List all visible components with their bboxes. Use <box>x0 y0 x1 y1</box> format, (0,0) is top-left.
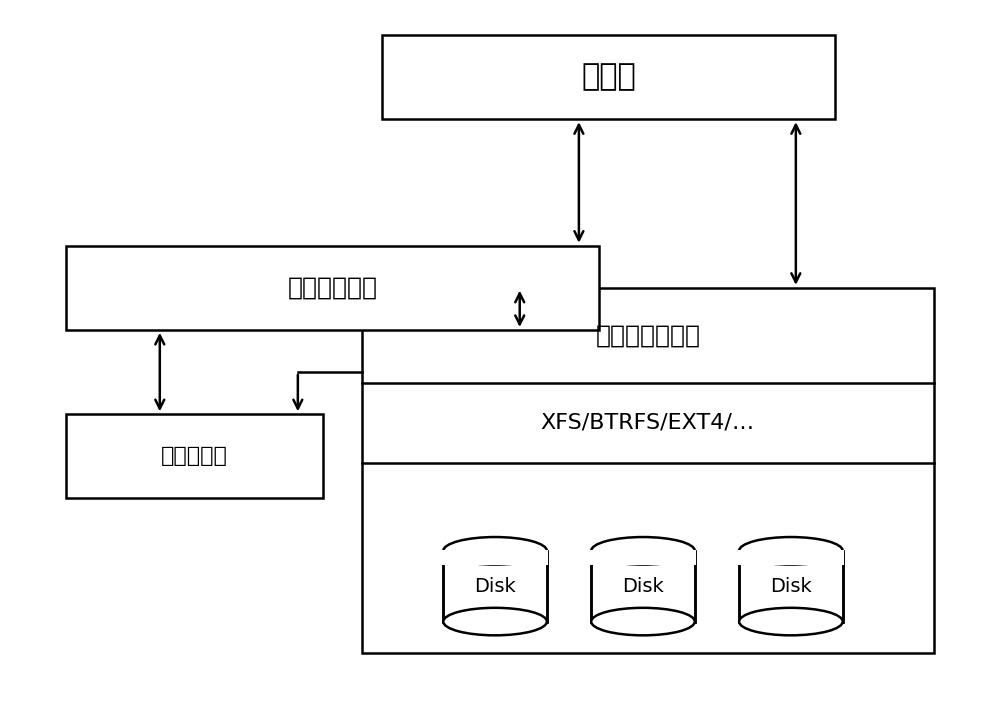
Ellipse shape <box>443 537 547 564</box>
Ellipse shape <box>443 608 547 635</box>
FancyArrowPatch shape <box>791 125 800 282</box>
FancyArrowPatch shape <box>515 294 524 324</box>
Text: XFS/BTRFS/EXT4/…: XFS/BTRFS/EXT4/… <box>541 413 755 433</box>
Text: 对象存储服务器: 对象存储服务器 <box>595 323 700 347</box>
Text: Disk: Disk <box>622 576 664 596</box>
Ellipse shape <box>591 537 695 564</box>
Text: Disk: Disk <box>474 576 516 596</box>
Bar <box>66 414 322 498</box>
Bar <box>442 550 548 564</box>
Bar <box>590 550 696 564</box>
Bar <box>739 551 843 621</box>
Bar <box>362 288 934 653</box>
FancyArrowPatch shape <box>155 336 164 409</box>
Bar <box>443 551 547 621</box>
FancyArrowPatch shape <box>574 125 583 240</box>
Ellipse shape <box>739 537 843 564</box>
Text: 元数据服务器: 元数据服务器 <box>287 276 377 300</box>
FancyArrowPatch shape <box>293 374 302 409</box>
Bar <box>66 246 599 330</box>
Ellipse shape <box>739 608 843 635</box>
Bar <box>382 35 835 120</box>
Text: Disk: Disk <box>770 576 812 596</box>
Ellipse shape <box>591 608 695 635</box>
Bar <box>738 550 844 564</box>
Text: 监视服务器: 监视服务器 <box>161 446 228 466</box>
Text: 客户端: 客户端 <box>581 63 636 92</box>
Bar <box>591 551 695 621</box>
